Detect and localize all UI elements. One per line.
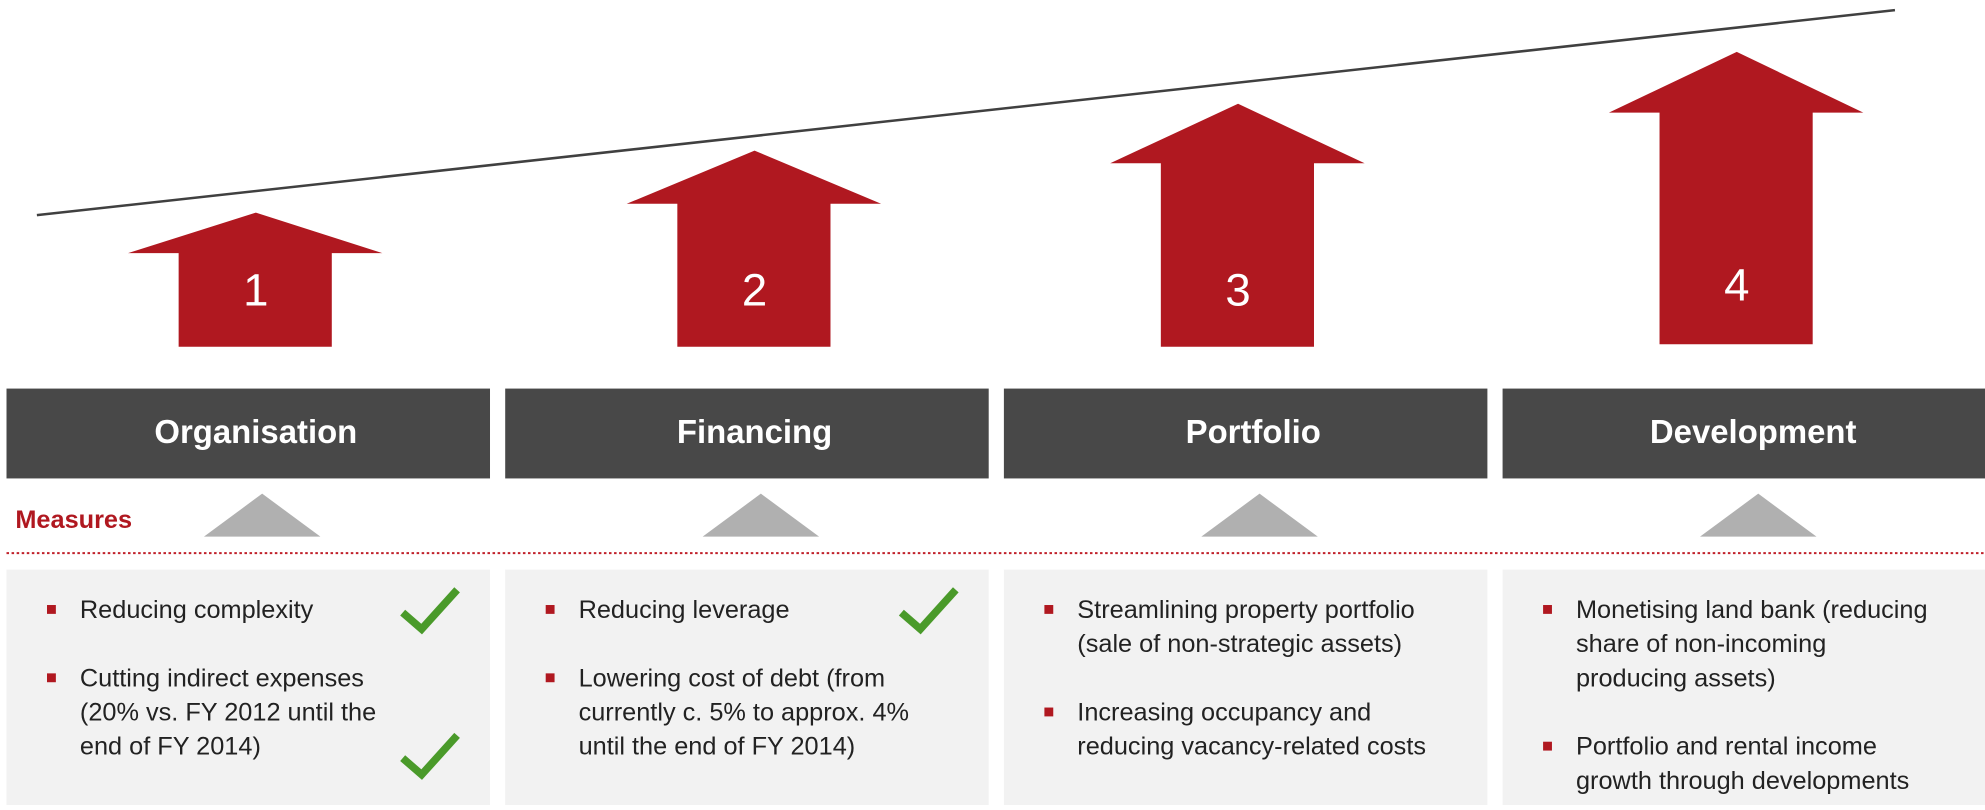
bullet xyxy=(47,605,56,614)
bullet xyxy=(1044,707,1054,717)
bullet-text: Portfolio and rental income xyxy=(1576,733,1877,761)
header-title: Organisation xyxy=(154,413,357,450)
bullet-text: growth through developments xyxy=(1576,767,1909,795)
bullet xyxy=(1044,605,1054,614)
pointer-triangle xyxy=(203,493,321,537)
check-marks xyxy=(400,587,959,780)
header-bar xyxy=(505,388,989,479)
arrow xyxy=(1110,103,1365,347)
pointer-triangle xyxy=(702,493,820,537)
bullet-text: Lowering cost of debt (from xyxy=(579,664,886,692)
bullet-text: (sale of non-strategic assets) xyxy=(1077,630,1402,658)
check xyxy=(400,587,460,635)
arrow-number: 3 xyxy=(1225,265,1250,316)
bullet xyxy=(545,673,555,683)
bullet xyxy=(1543,741,1552,751)
arrow-number: 2 xyxy=(742,265,767,316)
check xyxy=(898,587,959,635)
header-bar xyxy=(1502,388,1985,479)
bullet-text: share of non-incoming xyxy=(1576,630,1826,658)
pointer-triangle xyxy=(1700,493,1817,537)
trend-line xyxy=(36,8,1896,217)
header-title: Development xyxy=(1650,413,1857,450)
bullet-text: until the end of FY 2014) xyxy=(579,733,856,761)
bullet-text: Reducing complexity xyxy=(80,596,314,624)
content-box xyxy=(6,569,491,810)
bullet-text: producing assets) xyxy=(1576,664,1776,692)
bullet xyxy=(1543,605,1552,614)
bullet-text: end of FY 2014) xyxy=(80,733,261,761)
measures-label: Measures xyxy=(15,506,132,534)
bullet-text: Reducing leverage xyxy=(579,596,790,624)
header-title: Financing xyxy=(677,413,832,450)
bullet-text: (20% vs. FY 2012 until the xyxy=(80,699,376,727)
header-bar xyxy=(6,388,491,479)
arrow xyxy=(626,150,882,347)
bullet xyxy=(545,605,555,614)
content-box xyxy=(1502,569,1985,810)
bullet-text: reducing vacancy-related costs xyxy=(1077,733,1426,761)
bullet-text: Monetising land bank (reducing xyxy=(1576,596,1928,624)
header-title: Portfolio xyxy=(1186,413,1321,450)
content-box xyxy=(1003,569,1488,810)
pointer-triangle xyxy=(1201,493,1318,537)
bullet-text: Increasing occupancy and xyxy=(1077,699,1371,727)
content-box xyxy=(505,569,989,810)
header-bar xyxy=(1003,388,1488,479)
arrow-number: 1 xyxy=(243,265,268,316)
bullet-text: currently c. 5% to approx. 4% xyxy=(579,699,909,727)
arrow xyxy=(1608,51,1864,345)
bullet-text: Streamlining property portfolio xyxy=(1077,596,1414,624)
bullet xyxy=(47,673,56,683)
check xyxy=(400,732,460,780)
bullet-text: Cutting indirect expenses xyxy=(80,664,364,692)
arrow-number: 4 xyxy=(1724,260,1749,311)
arrow xyxy=(128,212,383,347)
